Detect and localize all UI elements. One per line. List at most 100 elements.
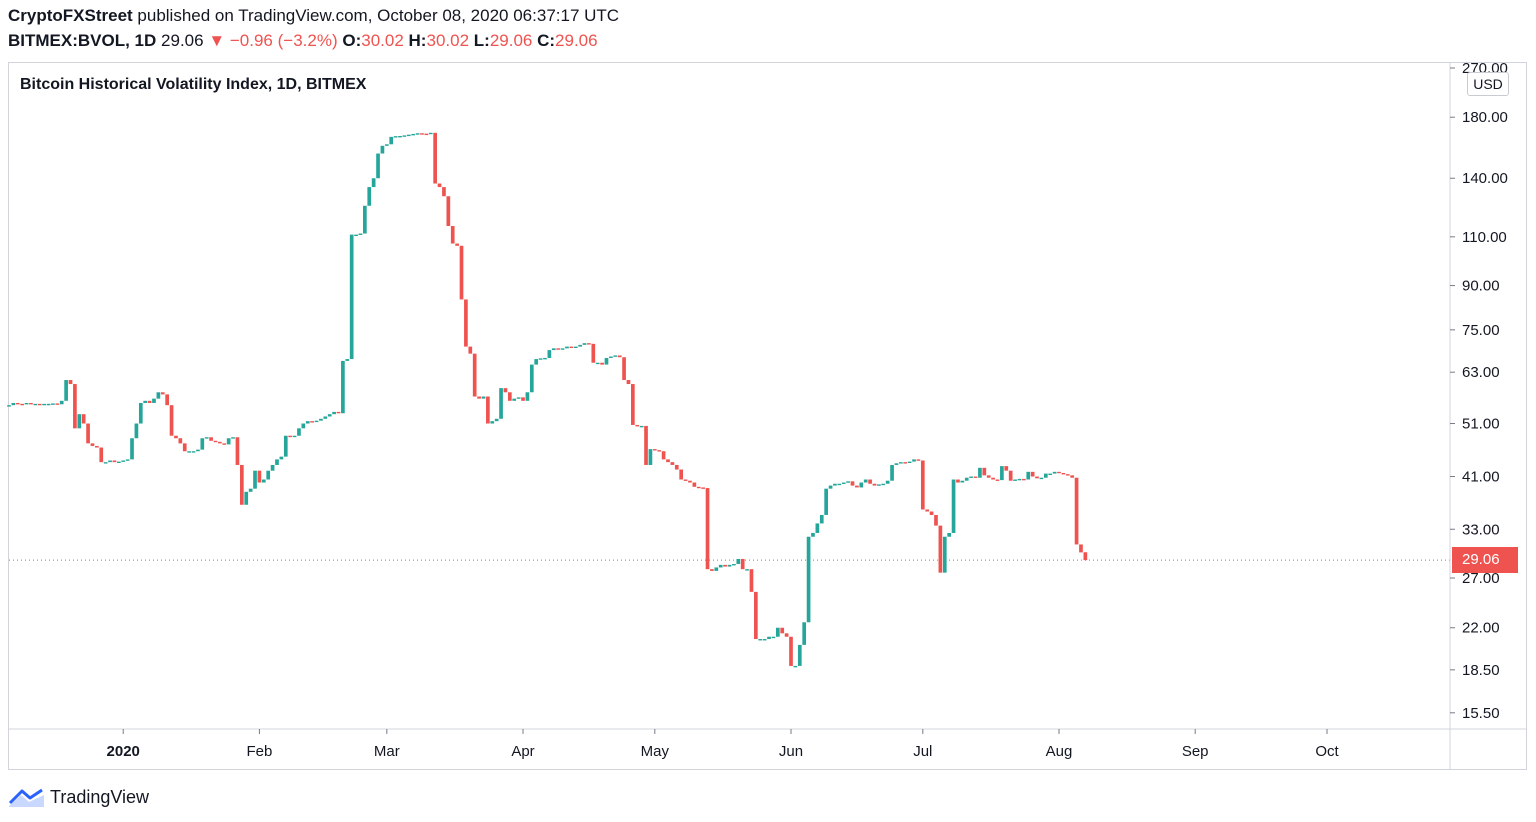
price-axis: 270.00180.00140.00110.0090.0075.0063.005…	[1449, 60, 1508, 769]
candle	[191, 451, 196, 453]
candle	[789, 636, 793, 666]
price-tick-label: 110.00	[1462, 229, 1507, 246]
candle	[964, 477, 969, 481]
candle	[455, 243, 459, 246]
candle	[389, 136, 394, 145]
candle	[846, 481, 850, 483]
tradingview-logo[interactable]: TradingView	[8, 784, 149, 810]
candle	[507, 392, 512, 401]
candle	[551, 348, 556, 351]
candle	[723, 564, 727, 567]
candle	[59, 400, 64, 405]
candle	[424, 133, 429, 136]
candle	[639, 425, 644, 428]
candle	[670, 462, 675, 465]
candle	[196, 449, 200, 452]
candle	[222, 443, 227, 445]
candle	[178, 438, 183, 444]
candle	[7, 405, 11, 407]
candle	[525, 392, 530, 401]
candle	[310, 421, 314, 423]
candle	[29, 402, 33, 405]
candle	[270, 464, 275, 471]
time-axis: 2020 Feb Mar Apr May Jun Jul Aug Sep Oct	[9, 728, 1527, 760]
candle	[1000, 466, 1004, 481]
candle	[934, 514, 938, 526]
open-label: O:	[342, 31, 362, 50]
currency-button[interactable]: USD	[1467, 72, 1509, 96]
candle	[415, 133, 420, 135]
candle	[292, 435, 297, 438]
candle	[683, 479, 688, 481]
candle	[182, 443, 187, 452]
candle	[15, 402, 20, 405]
candle	[824, 488, 828, 515]
high-value: 30.02	[426, 31, 470, 50]
down-arrow-icon: ▼	[208, 31, 226, 50]
candle	[1039, 477, 1044, 480]
candle	[376, 153, 380, 179]
candle	[565, 346, 569, 349]
candle	[358, 233, 363, 235]
time-tick-label: Aug	[1046, 743, 1073, 760]
candle	[732, 564, 736, 566]
candle	[86, 423, 90, 444]
candle	[521, 397, 525, 401]
candle	[266, 470, 271, 480]
candle	[666, 459, 670, 463]
candle	[37, 403, 42, 406]
brand-name: TradingView	[50, 786, 150, 807]
candle	[226, 438, 231, 445]
candle	[661, 451, 666, 460]
publish-text: published on TradingView.com, October 08…	[132, 6, 620, 25]
candle	[204, 437, 209, 439]
candle	[538, 358, 543, 360]
candle	[1065, 474, 1070, 476]
candle	[319, 418, 323, 421]
candle	[947, 532, 952, 537]
candle	[749, 569, 754, 592]
candle	[420, 133, 424, 135]
candle	[1070, 475, 1075, 478]
candle	[890, 464, 894, 481]
candle	[450, 226, 455, 244]
candle	[609, 356, 613, 358]
candle	[90, 443, 95, 446]
candle	[305, 421, 310, 424]
time-tick-label: Feb	[246, 743, 272, 760]
candle	[925, 509, 930, 512]
price-tick-label: 18.50	[1462, 662, 1500, 679]
last-price-label: 29.06	[1452, 547, 1518, 574]
chart-frame	[8, 62, 1527, 770]
candle	[951, 479, 956, 533]
candle	[591, 343, 596, 363]
candle	[345, 359, 350, 361]
candle	[815, 523, 820, 533]
candle	[125, 459, 130, 461]
candle	[248, 488, 253, 492]
candle	[464, 299, 468, 347]
candle	[253, 470, 257, 489]
candle	[1057, 471, 1061, 474]
candle	[165, 394, 170, 406]
candle	[556, 348, 561, 350]
candle	[850, 481, 855, 486]
candle	[257, 470, 262, 483]
candle	[828, 485, 833, 489]
candle	[108, 460, 112, 463]
candle	[938, 525, 943, 573]
candle	[349, 234, 354, 360]
candle	[301, 423, 306, 429]
candle	[745, 569, 749, 571]
candle	[446, 196, 451, 227]
candle	[283, 435, 288, 457]
candle	[68, 380, 73, 385]
candle	[881, 483, 886, 486]
candle	[503, 388, 508, 393]
last-value: 29.06	[161, 31, 204, 50]
candle	[648, 449, 653, 465]
candle	[920, 460, 925, 510]
author-name[interactable]: CryptoFXStreet	[8, 6, 133, 25]
candle	[468, 346, 473, 354]
